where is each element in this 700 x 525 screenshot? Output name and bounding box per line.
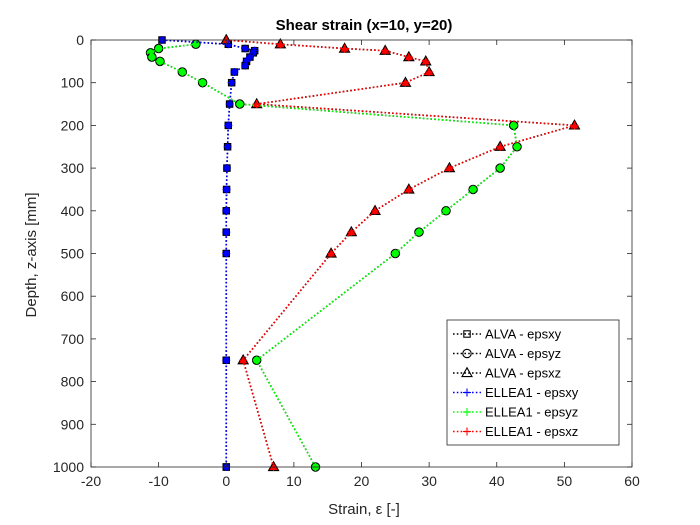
- x-tick-label: 20: [354, 473, 370, 489]
- x-tick-label: 40: [489, 473, 505, 489]
- legend-marker: [463, 408, 471, 416]
- series-ellea1-epsxz: [222, 36, 579, 471]
- data-point-ellea1-epsyz: [235, 100, 244, 109]
- data-point-ellea1-epsxy: [222, 206, 231, 215]
- legend-box: [446, 319, 620, 446]
- data-point-ellea1-epsyz: [252, 356, 261, 365]
- data-point-ellea1-epsxy: [245, 53, 254, 62]
- legend-marker: [463, 427, 471, 436]
- data-point-ellea1-epsyz: [154, 44, 163, 53]
- y-tick-label: 400: [61, 203, 85, 219]
- data-point-ellea1-epsxy: [222, 356, 231, 365]
- data-point-ellea1-epsxy: [230, 68, 239, 77]
- data-point-ellea1-epsxy: [222, 164, 231, 173]
- data-point-ellea1-epsxy: [222, 249, 231, 258]
- data-point-ellea1-epsyz: [146, 48, 155, 57]
- data-point-ellea1-epsxy: [224, 121, 233, 130]
- legend-entry-ellea1-epsxy: ELLEA1 - epsxy: [453, 385, 579, 400]
- legend-label: ELLEA1 - epsyz: [485, 405, 578, 420]
- data-point-ellea1-epsxz: [421, 57, 430, 66]
- legend-marker: [462, 348, 472, 359]
- legend-entry-ellea1-epsxz: ELLEA1 - epsxz: [453, 424, 578, 439]
- x-tick-label: -20: [81, 473, 101, 489]
- legend-entry-ellea1-epsyz: ELLEA1 - epsyz: [453, 405, 578, 420]
- data-point-ellea1-epsxz: [239, 356, 248, 365]
- chart-title: Shear strain (x=10, y=20): [276, 17, 453, 34]
- data-point-ellea1-epsxy: [223, 142, 232, 151]
- data-point-ellea1-epsyz: [513, 142, 522, 151]
- y-axis-label: Depth, z-axis [mm]: [23, 192, 40, 317]
- data-point-ellea1-epsxy: [227, 78, 236, 87]
- y-tick-label: 600: [61, 288, 85, 304]
- data-point-ellea1-epsxz: [401, 78, 410, 87]
- data-point-ellea1-epsxz: [371, 206, 380, 215]
- data-point-ellea1-epsxz: [404, 185, 413, 194]
- x-tick-label: 0: [222, 473, 230, 489]
- legend-label: ELLEA1 - epsxy: [485, 385, 579, 400]
- data-point-ellea1-epsxz: [252, 100, 261, 109]
- data-point-ellea1-epsxz: [445, 164, 454, 173]
- data-point-ellea1-epsxy: [241, 44, 250, 53]
- x-tick-label: 30: [421, 473, 437, 489]
- y-tick-label: 500: [61, 246, 85, 262]
- data-point-ellea1-epsxz: [327, 249, 336, 258]
- legend-label: ALVA - epsxz: [485, 366, 561, 381]
- data-point-ellea1-epsxy: [224, 40, 233, 49]
- legend-label: ALVA - epsyz: [485, 346, 561, 361]
- data-point-ellea1-epsyz: [469, 185, 478, 194]
- data-point-ellea1-epsxz: [496, 142, 505, 151]
- y-tick-label: 300: [61, 160, 85, 176]
- legend-entry-alva-epsxz: ALVA - epsxz: [453, 366, 561, 381]
- data-point-ellea1-epsyz: [191, 40, 200, 49]
- x-tick-label: -10: [149, 473, 169, 489]
- data-point-ellea1-epsxz: [340, 44, 349, 53]
- data-point-ellea1-epsyz: [155, 57, 164, 66]
- data-point-ellea1-epsxy: [222, 185, 231, 194]
- x-axis-label: Strain, ε [-]: [328, 501, 400, 518]
- legend-entry-alva-epsxy: ALVA - epsxy: [453, 327, 562, 342]
- y-tick-label: 700: [61, 331, 85, 347]
- data-point-ellea1-epsxy: [241, 61, 250, 70]
- series-line-ellea1-epsxz: [226, 39, 575, 468]
- x-tick-label: 60: [624, 473, 640, 489]
- data-point-ellea1-epsxy: [222, 228, 231, 237]
- series-ellea1-epsxy: [158, 36, 259, 471]
- data-point-ellea1-epsxz: [425, 68, 434, 77]
- data-point-ellea1-epsyz: [198, 78, 207, 87]
- series-ellea1-epsyz: [146, 40, 522, 471]
- data-point-ellea1-epsyz: [509, 121, 518, 130]
- legend-marker: [463, 330, 471, 338]
- data-point-ellea1-epsyz: [178, 68, 187, 77]
- x-tick-label: 50: [557, 473, 573, 489]
- data-point-ellea1-epsyz: [496, 164, 505, 173]
- legend-entry-alva-epsyz: ALVA - epsyz: [453, 346, 561, 361]
- legend-marker: [461, 366, 473, 378]
- legend-label: ELLEA1 - epsxz: [485, 424, 578, 439]
- x-tick-label: 10: [286, 473, 302, 489]
- data-point-ellea1-epsyz: [391, 249, 400, 258]
- data-point-ellea1-epsxz: [347, 228, 356, 237]
- data-point-ellea1-epsxz: [570, 121, 579, 130]
- data-point-ellea1-epsxy: [225, 100, 234, 109]
- data-point-ellea1-epsxy: [249, 48, 258, 57]
- y-tick-label: 200: [61, 117, 85, 133]
- data-point-ellea1-epsyz: [147, 53, 156, 62]
- y-tick-label: 100: [61, 75, 85, 91]
- legend-label: ALVA - epsxy: [485, 327, 562, 342]
- legend: ALVA - epsxy ALVA - epsyz ALVA - epsxz ELLE…: [446, 319, 620, 446]
- legend-marker: [463, 388, 471, 397]
- data-point-ellea1-epsyz: [414, 228, 423, 237]
- y-tick-label: 0: [76, 32, 84, 48]
- data-point-ellea1-epsxz: [404, 53, 413, 62]
- y-tick-label: 1000: [53, 459, 84, 475]
- data-point-ellea1-epsxz: [276, 40, 285, 49]
- data-point-ellea1-epsxz: [381, 46, 390, 55]
- y-tick-label: 900: [61, 416, 85, 432]
- series-line-ellea1-epsxy: [161, 39, 256, 467]
- y-tick-label: 800: [61, 374, 85, 390]
- data-point-ellea1-epsxy: [242, 57, 251, 66]
- data-point-ellea1-epsyz: [442, 206, 451, 215]
